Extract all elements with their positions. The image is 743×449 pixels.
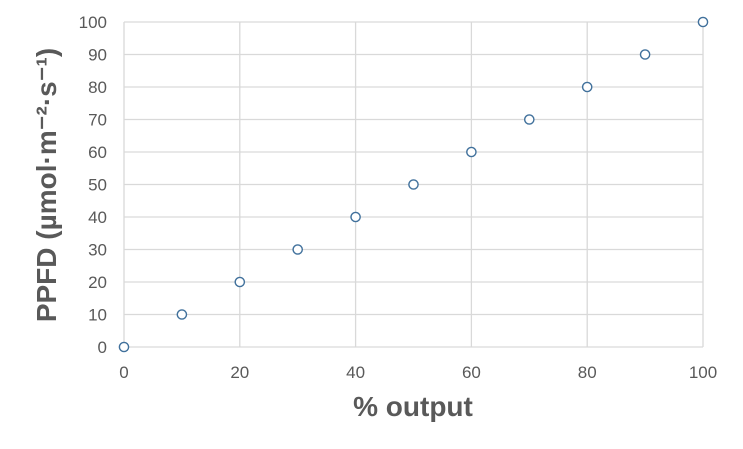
x-axis-title: % output <box>353 391 473 422</box>
y-tick-label: 50 <box>88 176 107 195</box>
y-tick-label: 30 <box>88 241 107 260</box>
y-tick-label: 70 <box>88 111 107 130</box>
x-tick-label: 0 <box>119 363 128 382</box>
data-point <box>118 341 130 353</box>
data-point <box>350 211 361 223</box>
y-tick-label: 100 <box>79 13 107 32</box>
data-point <box>697 16 709 28</box>
data-point <box>639 49 651 60</box>
data-point <box>466 146 477 158</box>
y-tick-label: 10 <box>88 306 107 325</box>
y-axis-title: PPFD (µmol·m⁻²·s⁻¹) <box>31 48 62 322</box>
data-point <box>408 179 419 190</box>
x-tick-label: 40 <box>346 363 365 382</box>
data-points <box>118 16 709 353</box>
data-point <box>176 309 188 320</box>
x-tick-label: 20 <box>230 363 249 382</box>
data-point <box>524 114 535 125</box>
y-tick-label: 0 <box>98 338 107 357</box>
data-point <box>292 244 304 255</box>
y-tick-label: 80 <box>88 78 107 97</box>
y-tick-label: 90 <box>88 46 107 65</box>
x-tick-label: 100 <box>689 363 717 382</box>
x-tick-label: 80 <box>578 363 597 382</box>
y-tick-label: 40 <box>88 208 107 227</box>
data-point <box>234 276 246 288</box>
data-point <box>581 81 593 93</box>
x-tick-label: 60 <box>462 363 481 382</box>
x-tick-labels: 0 20 40 60 80 100 <box>119 363 717 382</box>
y-tick-labels: 0 10 20 30 40 50 60 70 80 90 100 <box>79 13 107 357</box>
y-tick-label: 60 <box>88 143 107 162</box>
y-tick-label: 20 <box>88 273 107 292</box>
